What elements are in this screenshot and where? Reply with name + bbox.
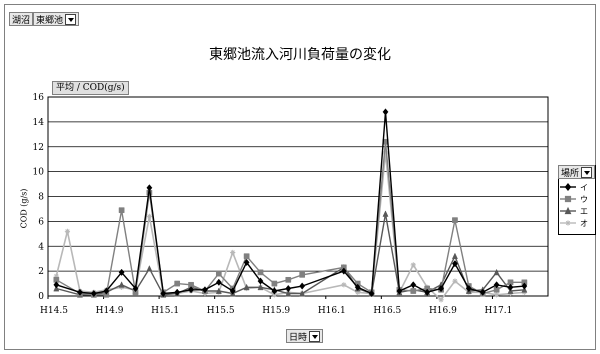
legend-label: オ: [580, 218, 588, 228]
legend-item-オ: オ: [559, 217, 588, 229]
page-field-value-dropdown[interactable]: 東郷池: [33, 12, 80, 26]
legend-label: エ: [580, 206, 588, 216]
page-field-label: 湖沼: [12, 15, 31, 26]
legend-item-イ: イ: [559, 181, 588, 193]
legend-swatch: [560, 183, 576, 191]
chevron-down-icon: [65, 13, 77, 25]
legend-item-エ: エ: [559, 205, 588, 217]
legend-field-button[interactable]: 場所: [558, 165, 596, 179]
y-axis-label: COD (g/s): [19, 188, 29, 229]
data-field-button[interactable]: 平均 / COD(g/s): [52, 81, 129, 95]
chevron-down-icon: [581, 166, 593, 178]
page-field-button[interactable]: 湖沼: [9, 12, 34, 26]
x-field-label: 日時: [289, 332, 308, 343]
legend-swatch: [560, 206, 576, 215]
legend-swatch: [560, 195, 576, 203]
legend-field-label: 場所: [561, 168, 580, 179]
legend-items: イウエオ: [559, 181, 588, 229]
x-field-button[interactable]: 日時: [286, 329, 324, 343]
legend-label: イ: [580, 182, 588, 192]
chart-title: 東郷池流入河川負荷量の変化: [209, 47, 391, 63]
chevron-down-icon: [309, 330, 321, 342]
page-field-value: 東郷池: [36, 15, 64, 26]
legend-item-ウ: ウ: [559, 193, 588, 205]
legend-label: ウ: [580, 194, 588, 204]
legend-swatch: [560, 220, 576, 226]
